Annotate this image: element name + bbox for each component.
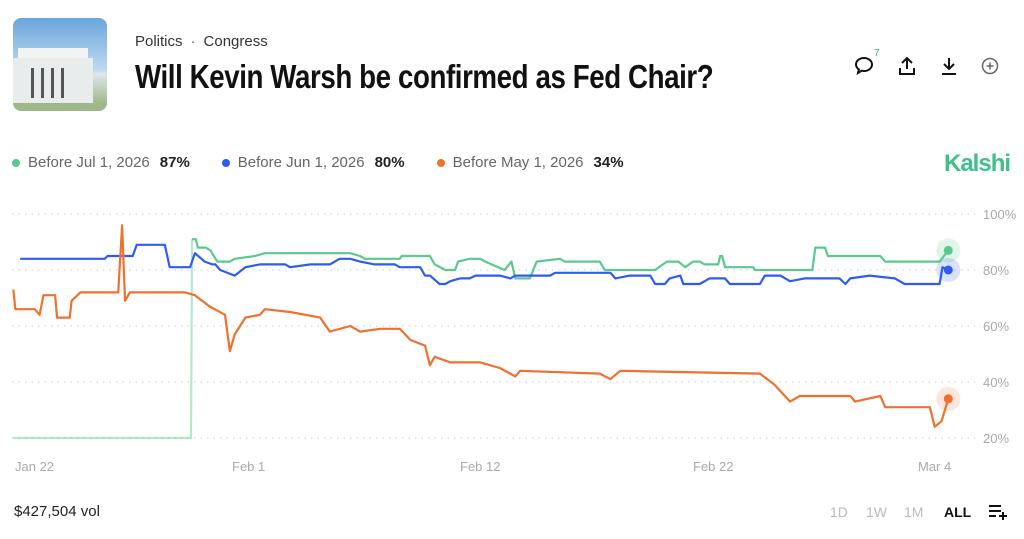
legend-value: 34% bbox=[593, 154, 624, 171]
share-icon[interactable] bbox=[895, 54, 919, 78]
kalshi-logo: Kalshi bbox=[944, 150, 1011, 177]
breadcrumb-congress[interactable]: Congress bbox=[203, 33, 268, 50]
legend-value: 80% bbox=[374, 154, 405, 171]
range-all-button[interactable]: ALL bbox=[944, 504, 972, 520]
download-icon[interactable] bbox=[937, 54, 961, 78]
series-endpoint bbox=[943, 245, 953, 255]
legend-value: 87% bbox=[159, 154, 190, 171]
volume-label: $427,504 vol bbox=[14, 503, 100, 520]
series-line-jul bbox=[192, 238, 950, 280]
x-tick: Mar 4 bbox=[918, 459, 952, 474]
y-tick: 80% bbox=[983, 263, 1010, 278]
range-1w-button[interactable]: 1W bbox=[866, 504, 887, 520]
legend-dot bbox=[12, 158, 20, 167]
series-line-jul-faint bbox=[13, 239, 194, 440]
legend-label: Before May 1, 2026 bbox=[452, 154, 584, 171]
range-1m-button[interactable]: 1M bbox=[904, 504, 924, 520]
series-line-may bbox=[12, 224, 950, 428]
x-tick: Jan 22 bbox=[15, 459, 55, 474]
page-title: Will Kevin Warsh be confirmed as Fed Cha… bbox=[135, 58, 714, 95]
comment-count: 7 bbox=[874, 48, 880, 59]
range-1d-button[interactable]: 1D bbox=[830, 504, 848, 520]
legend-label: Before Jul 1, 2026 bbox=[28, 154, 150, 171]
legend-item-jun[interactable]: Before Jun 1, 2026 80% bbox=[221, 154, 405, 171]
y-tick: 60% bbox=[983, 319, 1010, 334]
x-tick: Feb 22 bbox=[693, 459, 734, 474]
series-endpoint bbox=[943, 265, 953, 275]
add-circle-icon[interactable] bbox=[978, 54, 1002, 78]
comment-icon[interactable] bbox=[852, 54, 876, 78]
legend-item-jul[interactable]: Before Jul 1, 2026 87% bbox=[12, 154, 190, 171]
breadcrumb-separator: · bbox=[190, 33, 196, 50]
x-tick: Feb 12 bbox=[460, 459, 501, 474]
legend-item-may[interactable]: Before May 1, 2026 34% bbox=[436, 154, 624, 171]
breadcrumb-politics[interactable]: Politics bbox=[135, 33, 183, 50]
y-tick: 40% bbox=[983, 375, 1010, 390]
legend-dot bbox=[221, 158, 230, 167]
chart-legend: Before Jul 1, 2026 87% Before Jun 1, 2026… bbox=[12, 154, 656, 171]
y-tick: 20% bbox=[983, 431, 1010, 446]
series-line-jun bbox=[20, 243, 949, 286]
legend-label: Before Jun 1, 2026 bbox=[237, 154, 365, 171]
series-endpoint bbox=[943, 394, 953, 404]
legend-dot bbox=[436, 158, 445, 167]
x-tick: Feb 1 bbox=[232, 459, 266, 474]
add-to-list-icon[interactable] bbox=[988, 503, 1008, 521]
breadcrumb: Politics · Congress bbox=[135, 33, 268, 50]
y-tick: 100% bbox=[983, 207, 1017, 222]
market-thumbnail bbox=[13, 18, 107, 111]
